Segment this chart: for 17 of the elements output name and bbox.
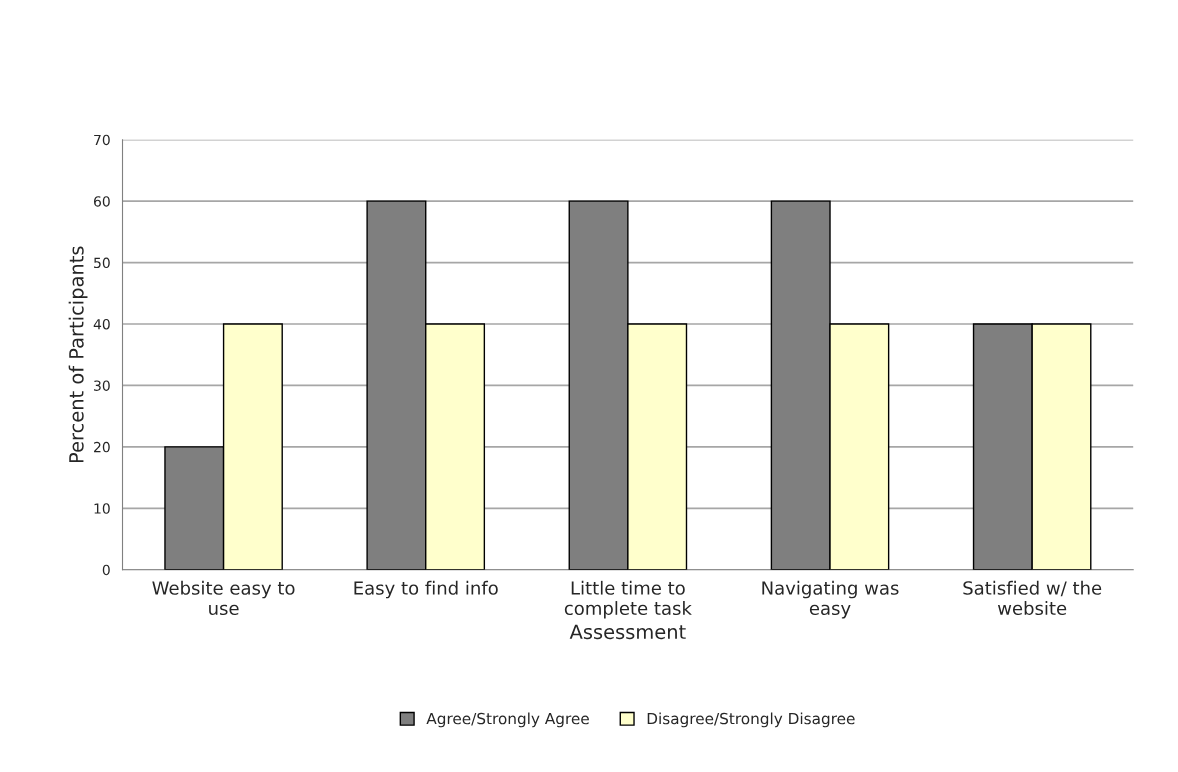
x-tick-label: Navigating was easy <box>762 580 899 619</box>
y-tick-label: 10 <box>94 503 110 514</box>
y-tick-label: 30 <box>94 380 110 391</box>
x-tick-label: Easy to find info <box>354 580 498 599</box>
x-axis-title: Assessment <box>569 624 686 640</box>
y-tick-label: 60 <box>94 196 110 207</box>
y-tick-label: 0 <box>102 564 110 576</box>
x-tick-label: Website easy to use <box>152 580 295 616</box>
y-tick-label: 20 <box>94 441 110 453</box>
y-tick-label: 40 <box>93 318 110 330</box>
y-tick-label: 70 <box>94 134 110 146</box>
x-tick-label: Satisfied w/ the website <box>963 580 1102 616</box>
legend-label: Disagree/Strongly Disagree <box>647 712 855 728</box>
y-tick-label: 50 <box>94 257 110 269</box>
x-tick-label: Little time to complete task <box>564 580 692 619</box>
legend-label: Agree/Strongly Agree <box>426 712 589 728</box>
y-axis-title: Percent of Participants <box>68 246 88 463</box>
